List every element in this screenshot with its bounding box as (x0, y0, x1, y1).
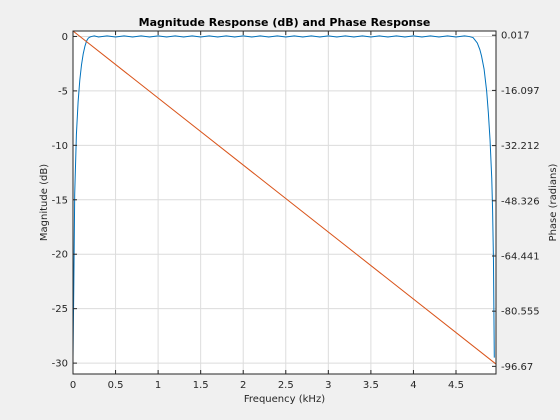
y-tick-label: -5 (58, 86, 68, 97)
y2-tick-label: 0.017 (501, 31, 530, 42)
y-axis-right: 0.017 -16.097 -32.212 -48.326 -64.441 -80.555… (492, 31, 540, 373)
y2-axis-label: Phase (radians) (548, 163, 559, 241)
x-tick-label: 0 (70, 380, 76, 391)
chart-title: Magnitude Response (dB) and Phase Respon… (139, 16, 431, 29)
x-tick-label: 1 (155, 380, 161, 391)
y-tick-label: -25 (52, 304, 68, 315)
y2-tick-label: -32.212 (501, 141, 540, 152)
y2-tick-label: -48.326 (501, 196, 540, 207)
y-tick-label: -20 (52, 250, 68, 261)
x-tick-label: 0.5 (108, 380, 124, 391)
y-tick-label: 0 (62, 32, 68, 43)
y-tick-label: -10 (52, 141, 68, 152)
y2-tick-label: -16.097 (501, 86, 540, 97)
y-axis-left: 0 -5 -10 -15 -20 -25 -30 (52, 32, 77, 370)
phase-response-line (72, 30, 497, 365)
plot-frame (72, 30, 497, 375)
y2-tick-label: -64.441 (501, 251, 540, 262)
x-tick-label: 4.5 (448, 380, 464, 391)
x-tick-label: 2.5 (278, 380, 294, 391)
x-tick-label: 4 (410, 380, 416, 391)
y2-tick-label: -80.555 (501, 307, 540, 318)
plot-area (73, 31, 496, 374)
y2-tick-label: -96.67 (501, 362, 533, 373)
y-axis-label: Magnitude (dB) (39, 164, 50, 241)
x-tick-label: 3.5 (363, 380, 379, 391)
x-tick-label: 2 (240, 380, 246, 391)
magnitude-response-line (72, 35, 495, 358)
x-axis-label: Frequency (kHz) (244, 394, 325, 405)
series-layer (72, 30, 497, 365)
x-axis: 0 0.5 1 1.5 2 2.5 3 3.5 4 4.5 (70, 31, 464, 391)
y-tick-label: -15 (52, 195, 68, 206)
x-tick-label: 3 (325, 380, 331, 391)
x-tick-label: 1.5 (193, 380, 209, 391)
y-tick-label: -30 (52, 359, 68, 370)
